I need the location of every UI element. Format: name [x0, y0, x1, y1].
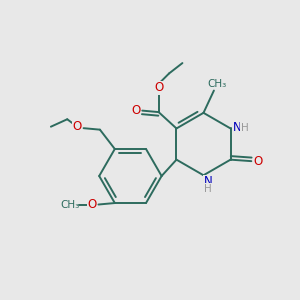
Text: O: O	[253, 154, 262, 168]
Text: H: H	[241, 123, 248, 133]
Text: O: O	[154, 81, 163, 94]
Text: CH₃: CH₃	[60, 200, 79, 209]
Text: CH₃: CH₃	[208, 79, 227, 89]
Text: O: O	[87, 198, 97, 211]
Text: O: O	[72, 120, 82, 133]
Text: N: N	[233, 121, 242, 134]
Text: N: N	[204, 175, 212, 188]
Text: H: H	[204, 184, 212, 194]
Text: O: O	[131, 104, 140, 117]
